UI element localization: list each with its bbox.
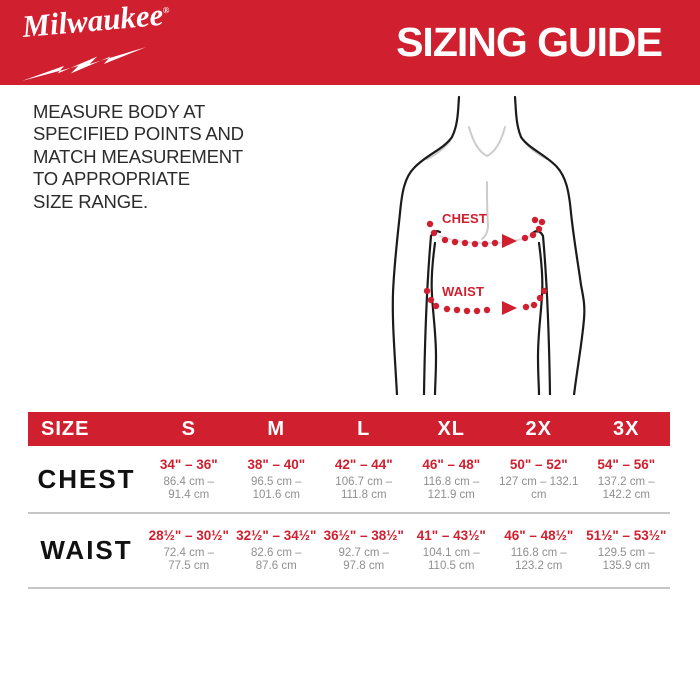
cm-range: 104.1 cm –110.5 cm — [423, 547, 480, 573]
cm-range: 127 cm – 132.1 cm — [499, 476, 578, 502]
waist-row-label: WAIST — [40, 535, 133, 565]
inch-range: 28½" – 30½" — [148, 528, 229, 543]
cm-line: 116.8 cm – — [423, 475, 480, 488]
chest-figure-label: CHEST — [442, 211, 488, 226]
cm-range: 116.8 cm –123.2 cm — [511, 547, 567, 573]
cm-range: 106.7 cm –111.8 cm — [335, 476, 392, 502]
cm-line: 96.5 cm – — [251, 475, 302, 488]
instruction-line: SPECIFIED POINTS AND — [33, 123, 244, 145]
cm-range: 92.7 cm –97.8 cm — [339, 547, 390, 573]
column-header-2x: 2X — [525, 417, 552, 440]
instruction-line: SIZE RANGE. — [33, 190, 148, 212]
cm-line: 110.5 cm — [428, 560, 475, 572]
inch-range: 51½" – 53½" — [586, 528, 667, 543]
waist-s-cell: 28½" – 30½" 72.4 cm –77.5 cm — [145, 528, 233, 573]
table-row-waist: WAIST 28½" – 30½" 72.4 cm –77.5 cm 32½" … — [28, 514, 670, 587]
chest-s-cell: 34" – 36" 86.4 cm –91.4 cm — [145, 457, 233, 502]
inch-range: 46" – 48" — [422, 456, 481, 472]
milwaukee-logo: Milwaukee® — [18, 0, 170, 81]
waist-figure-label: WAIST — [442, 284, 485, 299]
cm-line: 121.9 cm — [427, 488, 475, 501]
instruction-line: MATCH MEASUREMENT — [33, 145, 244, 167]
cm-line: 82.6 cm – — [251, 547, 302, 559]
cm-line: 135.9 cm — [602, 560, 650, 572]
inch-range: 32½" – 34½" — [236, 528, 317, 543]
cm-range: 137.2 cm –142.2 cm — [598, 476, 655, 502]
inch-range: 36½" – 38½" — [323, 528, 404, 543]
inch-range: 54" – 56" — [597, 456, 656, 472]
instructions-text: MEASURE BODY AT SPECIFIED POINTS AND MAT… — [33, 101, 273, 213]
cm-line: 92.7 cm – — [338, 547, 390, 559]
cm-line: 77.5 cm — [168, 560, 210, 572]
column-header-m: M — [267, 417, 286, 440]
waist-arrow-icon — [502, 301, 517, 315]
cm-line: 104.1 cm – — [422, 547, 480, 559]
column-header-s: S — [181, 417, 196, 440]
cm-line: 137.2 cm – — [597, 475, 655, 488]
cm-line: 87.6 cm — [255, 560, 297, 572]
cm-line: 129.5 cm – — [597, 547, 655, 559]
waist-measure-line — [423, 287, 548, 315]
torso-illustration: CHEST WAIST — [390, 95, 590, 395]
instruction-line: TO APPROPRIATE — [33, 168, 190, 190]
cm-line: 123.2 cm — [515, 560, 563, 572]
waist-2x-cell: 46" – 48½" 116.8 cm –123.2 cm — [495, 528, 583, 573]
cm-line: 127 cm – 132.1 — [499, 475, 579, 488]
brand-name: Milwaukee® — [21, 0, 172, 45]
inch-range: 41" – 43½" — [416, 528, 486, 543]
torso-outline-graphic — [391, 95, 586, 395]
cm-line: 111.8 cm — [340, 488, 387, 501]
cm-range: 86.4 cm –91.4 cm — [164, 476, 215, 502]
cm-range: 116.8 cm –121.9 cm — [423, 476, 479, 502]
cm-line: 116.8 cm – — [510, 547, 567, 559]
cm-line: 91.4 cm — [168, 488, 210, 501]
page-title: SIZING GUIDE — [396, 19, 663, 65]
size-table-header: SIZE S M L XL 2X 3X — [28, 412, 670, 446]
size-header-label: SIZE — [41, 417, 90, 440]
waist-3x-cell: 51½" – 53½" 129.5 cm –135.9 cm — [583, 528, 671, 573]
inch-range: 34" – 36" — [159, 456, 218, 472]
column-header-xl: XL — [437, 417, 466, 440]
chest-xl-cell: 46" – 48" 116.8 cm –121.9 cm — [408, 457, 496, 502]
cm-line: 72.4 cm – — [163, 547, 215, 559]
chest-3x-cell: 54" – 56" 137.2 cm –142.2 cm — [583, 457, 671, 502]
inch-range: 42" – 44" — [334, 456, 393, 472]
waist-xl-cell: 41" – 43½" 104.1 cm –110.5 cm — [408, 528, 496, 573]
row-divider — [28, 512, 670, 514]
header-banner: Milwaukee® SIZING GUIDE — [0, 0, 700, 85]
cm-line: 97.8 cm — [343, 560, 385, 572]
waist-m-cell: 32½" – 34½" 82.6 cm –87.6 cm — [233, 528, 321, 573]
column-header-3x: 3X — [613, 417, 640, 440]
waist-l-cell: 36½" – 38½" 92.7 cm –97.8 cm — [320, 528, 408, 573]
chest-measure-line — [426, 216, 546, 248]
registered-mark: ® — [162, 4, 170, 16]
instruction-line: MEASURE BODY AT — [33, 101, 206, 122]
table-bottom-divider — [28, 587, 670, 589]
cm-range: 96.5 cm –101.6 cm — [251, 476, 302, 502]
brand-name-text: Milwaukee — [20, 0, 165, 45]
cm-line: 106.7 cm – — [335, 475, 393, 488]
inch-range: 50" – 52" — [509, 456, 568, 472]
cm-line: 86.4 cm – — [163, 475, 215, 488]
chest-2x-cell: 50" – 52" 127 cm – 132.1 cm — [495, 457, 583, 502]
table-row-chest: CHEST 34" – 36" 86.4 cm –91.4 cm 38" – 4… — [28, 446, 670, 512]
inch-range: 46" – 48½" — [504, 528, 574, 543]
cm-line: 101.6 cm — [252, 488, 300, 501]
cm-range: 82.6 cm –87.6 cm — [251, 547, 302, 573]
cm-line: cm — [531, 488, 547, 501]
chest-arrow-icon — [502, 234, 517, 248]
chest-row-label: CHEST — [37, 463, 136, 494]
chest-m-cell: 38" – 40" 96.5 cm –101.6 cm — [233, 457, 321, 502]
cm-range: 72.4 cm –77.5 cm — [164, 547, 215, 573]
column-header-l: L — [357, 417, 371, 440]
lightning-bolt-icon — [21, 47, 147, 81]
inch-range: 38" – 40" — [247, 456, 306, 472]
chest-l-cell: 42" – 44" 106.7 cm –111.8 cm — [320, 457, 408, 502]
cm-range: 129.5 cm –135.9 cm — [598, 547, 655, 573]
cm-line: 142.2 cm — [602, 488, 650, 501]
